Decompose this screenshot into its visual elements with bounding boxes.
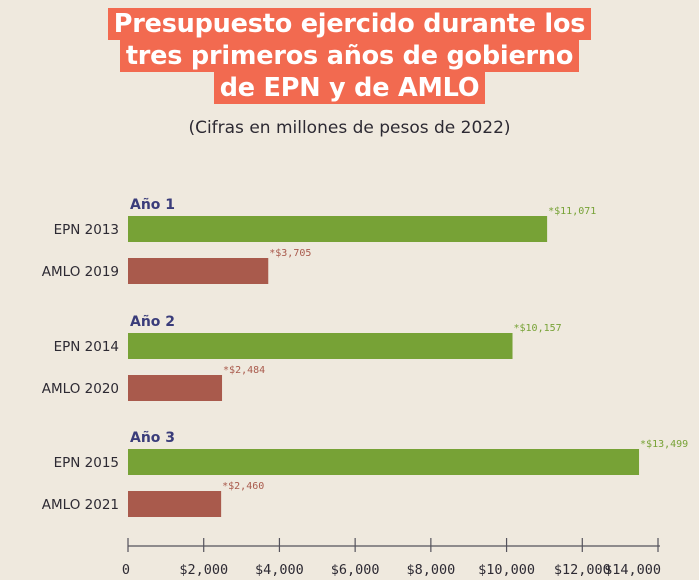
category-label: AMLO 2021 [42,497,119,513]
x-tick-label: $2,000 [179,562,228,578]
bar-epn [128,333,513,359]
value-label: *$3,705 [269,248,311,259]
chart-title: Presupuesto ejercido durante los tres pr… [0,8,699,104]
value-label: *$11,071 [548,206,596,217]
bar-amlo [128,258,269,284]
bar-epn [128,449,640,475]
x-tick-label: $12,000 [554,562,611,578]
bar-epn [128,216,548,242]
group-label: Año 2 [130,314,175,330]
value-label: *$13,499 [640,439,688,450]
value-label: *$10,157 [514,323,562,334]
category-label: AMLO 2020 [42,381,119,397]
chart-subtitle: (Cifras en millones de pesos de 2022) [188,118,511,138]
x-tick-label: $14,000 [604,562,661,578]
category-label: EPN 2013 [54,222,119,238]
x-tick-label: $4,000 [255,562,304,578]
value-label: *$2,460 [222,481,264,492]
value-label: *$2,484 [223,365,265,376]
title-line-3: de EPN y de AMLO [213,72,486,104]
bar-amlo [128,491,222,517]
x-tick-label: $6,000 [331,562,380,578]
title-line-2: tres primeros años de gobierno [119,40,580,72]
category-label: AMLO 2019 [42,264,119,280]
category-label: EPN 2014 [54,339,119,355]
x-tick-label: $10,000 [478,562,535,578]
x-tick-label: $8,000 [406,562,455,578]
category-label: EPN 2015 [54,455,119,471]
group-label: Año 1 [130,197,175,213]
group-label: Año 3 [130,430,175,446]
title-line-1: Presupuesto ejercido durante los [107,8,592,40]
bar-amlo [128,375,223,401]
x-tick-label: 0 [122,562,130,578]
